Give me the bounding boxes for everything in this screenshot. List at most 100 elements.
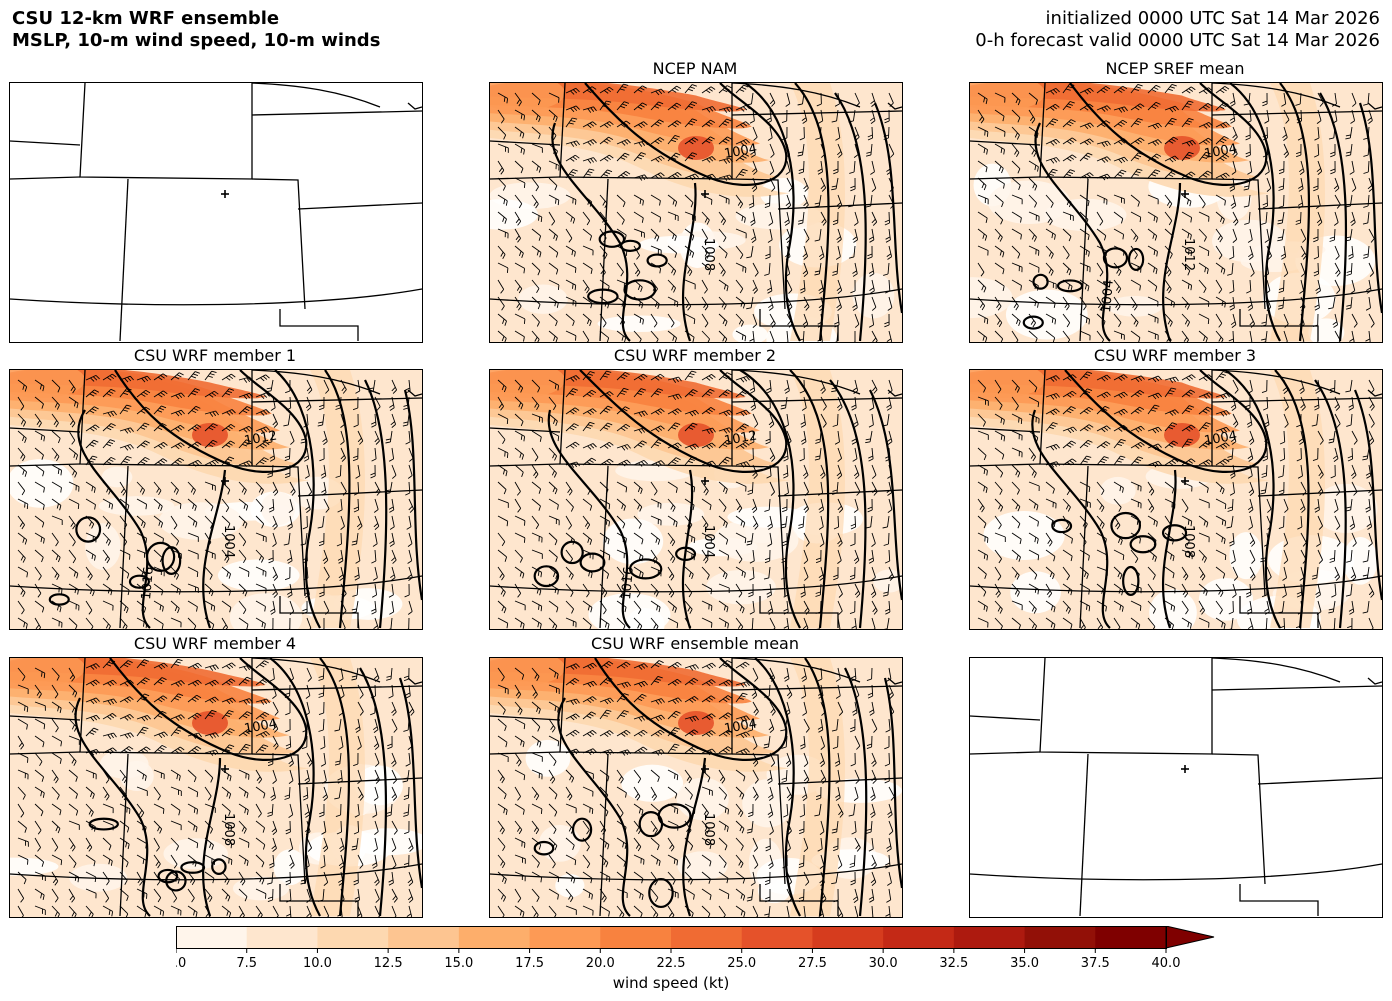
wind-barb [582, 389, 597, 398]
wind-barb [888, 786, 895, 801]
wind-barbs [17, 658, 415, 917]
wind-barb [684, 677, 699, 686]
wind-barb [616, 693, 629, 703]
wind-barb [548, 905, 557, 917]
wind-barb [1045, 600, 1056, 613]
isobar-closed [1051, 518, 1073, 534]
wind-barb [51, 498, 62, 511]
wind-barb [815, 549, 822, 564]
wind-barb [1113, 425, 1128, 432]
wind-barb [1198, 228, 1207, 242]
wind-barb [1130, 313, 1139, 327]
wind-barb [1011, 177, 1021, 191]
wind-barb [221, 409, 236, 416]
wind-barb [800, 735, 806, 750]
wind-barb [994, 413, 1005, 425]
wind-barb [582, 680, 597, 688]
state-border [1211, 178, 1266, 310]
wind-barb [497, 566, 505, 581]
wind-barb [870, 160, 875, 175]
calm-wind-patch [85, 523, 121, 570]
wind-barb [616, 515, 626, 529]
wind-barb [871, 379, 878, 394]
wind-barb [1198, 279, 1207, 294]
wind-barb [221, 905, 232, 917]
wind-barb [1198, 422, 1211, 432]
wind-barb [1062, 154, 1077, 162]
wind-barb [766, 279, 773, 294]
wind-barb [667, 710, 681, 720]
wind-barb [221, 678, 236, 686]
state-border [970, 176, 1041, 180]
wind-barb [288, 498, 294, 513]
wind-barb [68, 447, 79, 460]
wind-barb [531, 498, 541, 511]
wind-barb [797, 211, 805, 225]
wind-barb [994, 396, 1003, 410]
wind-barb [1215, 600, 1223, 615]
wind-barb [1230, 313, 1237, 328]
state-border [407, 677, 422, 685]
wind-barb [1096, 211, 1104, 226]
wind-barb [1368, 532, 1373, 547]
wind-barb [803, 532, 810, 547]
wind-barb [650, 714, 665, 722]
wind-barb [667, 481, 678, 493]
wind-barb [701, 786, 713, 796]
wind-barb [238, 617, 249, 629]
wind-barb [391, 837, 397, 852]
wind-barb [1181, 389, 1196, 398]
state-border [119, 753, 129, 917]
isobar [584, 83, 788, 186]
wind-barb [1299, 498, 1306, 513]
colorbar-extend-arrow [1165, 925, 1215, 949]
wind-barb [271, 617, 274, 629]
state-border [1367, 389, 1382, 397]
state-border [251, 83, 381, 108]
wind-barb [153, 662, 168, 670]
state-border [759, 884, 839, 916]
state-border [777, 202, 902, 210]
wind-barb [497, 905, 505, 917]
wind-barb [1316, 160, 1323, 175]
wind-barb [701, 566, 710, 580]
wind-barb [338, 735, 344, 750]
wind-barb [266, 430, 274, 444]
wind-barb [514, 617, 525, 629]
wind-barb [599, 905, 610, 917]
wind-barb [34, 430, 46, 442]
wind-barb [1181, 617, 1192, 629]
wind-barb [582, 279, 590, 294]
wind-barb [119, 732, 134, 739]
wind-barb [800, 279, 806, 294]
wind-barb [994, 515, 1002, 530]
wind-barb [1215, 313, 1223, 328]
wind-barb [102, 905, 114, 917]
isobar [77, 409, 151, 629]
wind-barb [1249, 549, 1256, 564]
wind-barb [1368, 228, 1375, 243]
wind-maximum [490, 83, 565, 111]
colorbar-tick-label: 17.5 [515, 956, 544, 971]
wind-barb [355, 379, 361, 394]
wind-barb [786, 684, 793, 699]
wind-barb [852, 447, 858, 462]
wind-barb [868, 262, 875, 277]
wind-barb [866, 735, 873, 750]
wind-barb [119, 498, 130, 511]
wind-barb [531, 396, 540, 411]
state-border [731, 685, 902, 691]
wind-barb [667, 549, 676, 564]
wind-barb [817, 837, 823, 852]
wind-barb [1334, 413, 1341, 428]
wind-barb [599, 136, 614, 145]
station-marker [221, 765, 229, 773]
wind-barb [136, 422, 150, 432]
wind-barb [136, 456, 150, 466]
wind-barb [497, 379, 507, 393]
contour-label: 1008 [701, 238, 716, 271]
wind-barb [357, 854, 364, 869]
calm-wind-patch [732, 324, 768, 342]
wind-barb [752, 735, 758, 750]
wind-barb [599, 121, 614, 129]
